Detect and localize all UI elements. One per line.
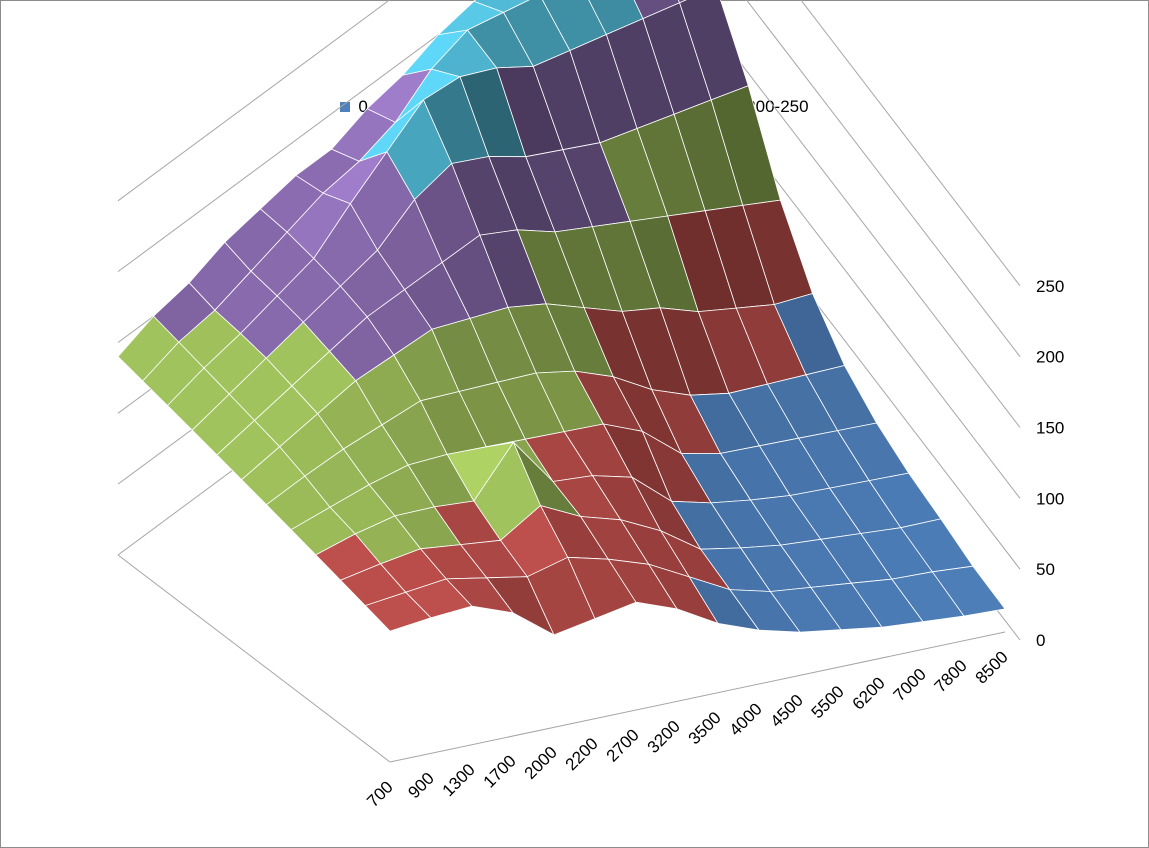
x-tick-label: 3200 (644, 717, 684, 757)
legend-swatch (340, 102, 351, 112)
z-tick-label: 0 (1036, 631, 1045, 650)
x-tick-label: 2000 (521, 743, 561, 783)
z-tick-label: 150 (1036, 418, 1064, 437)
x-tick-label: 2200 (562, 734, 602, 774)
x-tick-label: 900 (404, 769, 437, 802)
x-tick-label: 1700 (480, 751, 520, 791)
x-tick-label: 2700 (603, 725, 643, 765)
legend-label: 200-250 (746, 97, 809, 116)
x-tick-label: 4500 (767, 691, 807, 731)
x-tick-label: 1300 (439, 760, 479, 800)
floor-edge (389, 631, 1006, 763)
gridline (117, 0, 391, 202)
x-tick-label: 7000 (890, 665, 930, 705)
z-tick-label: 50 (1036, 560, 1055, 579)
gridline (745, 0, 1021, 357)
z-tick-label: 200 (1036, 348, 1064, 367)
z-tick-label: 250 (1036, 277, 1064, 296)
gridline (800, 0, 1021, 287)
x-tick-label: 3500 (685, 708, 725, 748)
x-tick-label: 8500 (972, 647, 1012, 687)
x-tick-label: 7800 (931, 656, 971, 696)
x-tick-label: 4000 (726, 699, 766, 739)
x-tick-label: 6200 (849, 673, 889, 713)
x-tick-label: 5500 (808, 682, 848, 722)
x-tick-label: 700 (363, 777, 396, 810)
surface-cell (473, 0, 530, 13)
gridline (117, 0, 487, 273)
surface-cell (932, 565, 1006, 617)
floor-edge (117, 554, 391, 763)
z-tick-label: 100 (1036, 489, 1064, 508)
